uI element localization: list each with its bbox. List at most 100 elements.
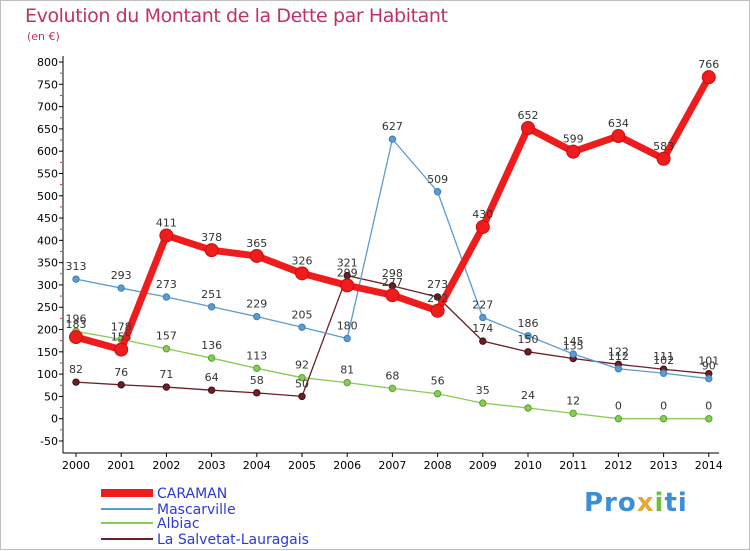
data-label: 58 [250, 374, 264, 387]
x-tick-label: 2006 [333, 459, 361, 472]
data-label: 150 [518, 333, 539, 346]
data-label: 35 [476, 384, 490, 397]
y-tick-label: 250 [37, 301, 58, 314]
x-tick-label: 2011 [559, 459, 587, 472]
data-point [656, 151, 671, 166]
data-point [433, 390, 442, 398]
legend-label: CARAMAN [157, 486, 227, 502]
y-tick-label: 200 [37, 324, 58, 337]
data-label: 326 [292, 254, 313, 267]
data-label: 0 [615, 400, 622, 413]
data-label: 76 [114, 366, 128, 379]
data-label: 634 [608, 117, 629, 130]
data-point [388, 384, 397, 393]
data-label: 378 [201, 231, 222, 244]
data-label: 111 [653, 350, 674, 363]
data-label: 24 [521, 389, 535, 402]
data-point [524, 404, 532, 412]
data-point [253, 312, 261, 321]
data-point [162, 345, 171, 353]
data-point [524, 348, 532, 356]
data-point [162, 383, 171, 391]
data-label: 196 [66, 312, 87, 325]
data-point [207, 303, 216, 311]
data-label: 92 [295, 359, 309, 372]
x-tick-label: 2012 [604, 459, 632, 472]
data-point [479, 337, 487, 345]
data-label: 298 [382, 267, 403, 280]
data-label: 122 [608, 345, 629, 358]
data-point [388, 135, 397, 143]
data-label: 157 [156, 330, 177, 343]
y-tick-label: 650 [37, 123, 58, 136]
data-point [385, 288, 400, 303]
data-label: 227 [472, 298, 493, 311]
data-point [162, 293, 171, 301]
y-tick-label: 550 [37, 167, 58, 180]
data-point [566, 144, 581, 159]
data-label: 81 [340, 364, 354, 377]
data-label: 186 [518, 317, 539, 330]
data-point [705, 374, 713, 383]
data-label: 509 [427, 173, 448, 186]
y-tick-label: 500 [37, 190, 58, 203]
data-point [117, 381, 125, 389]
chart-subtitle: (en €) [27, 30, 60, 43]
legend-label: Albiac [157, 516, 200, 532]
data-point [298, 373, 306, 382]
y-tick-label: 450 [37, 212, 58, 225]
data-label: 766 [698, 58, 719, 71]
data-point [343, 378, 351, 387]
chart-title: Evolution du Montant de la Dette par Hab… [25, 5, 448, 27]
data-label: 411 [156, 216, 177, 229]
data-label: 242 [427, 292, 448, 305]
data-label: 101 [698, 355, 719, 368]
data-label: 251 [201, 288, 222, 301]
data-point [207, 354, 216, 362]
legend-label: Mascarville [157, 502, 236, 518]
data-point [521, 120, 535, 135]
data-point [433, 188, 442, 196]
data-point [117, 284, 125, 292]
data-point [298, 323, 306, 331]
data-label: 277 [382, 276, 403, 289]
data-label: 136 [201, 339, 222, 352]
data-label: 174 [472, 322, 493, 335]
data-label: 12 [566, 394, 580, 407]
data-label: 205 [292, 308, 313, 321]
data-label: 56 [431, 375, 445, 388]
data-label: 0 [660, 400, 667, 413]
y-tick-label: 300 [37, 279, 58, 292]
data-point [298, 392, 306, 401]
data-point [249, 248, 264, 263]
data-label: 178 [111, 320, 132, 333]
data-point [69, 330, 83, 345]
data-point [614, 415, 623, 423]
x-tick-label: 2003 [198, 459, 226, 472]
data-point [72, 378, 80, 386]
data-point [253, 364, 261, 373]
data-point [340, 278, 355, 293]
data-point [475, 219, 490, 234]
data-label: 90 [702, 360, 716, 373]
data-point [569, 350, 577, 358]
x-tick-label: 2014 [695, 459, 723, 472]
data-point [433, 293, 442, 301]
data-point [253, 389, 261, 397]
x-tick-label: 2002 [152, 459, 180, 472]
x-tick-label: 2001 [107, 459, 135, 472]
data-point [659, 415, 668, 423]
data-label: 599 [563, 133, 584, 146]
data-label: 652 [518, 109, 539, 122]
data-label: 583 [653, 140, 674, 153]
y-tick-label: 100 [37, 368, 58, 381]
legend-label: La Salvetat-Lauragais [157, 532, 309, 548]
data-label: 229 [246, 298, 267, 311]
data-label: 183 [66, 318, 87, 331]
y-tick-label: 150 [37, 346, 58, 359]
x-tick-label: 2000 [62, 459, 90, 472]
x-tick-label: 2010 [514, 459, 542, 472]
data-label: 102 [653, 354, 674, 367]
